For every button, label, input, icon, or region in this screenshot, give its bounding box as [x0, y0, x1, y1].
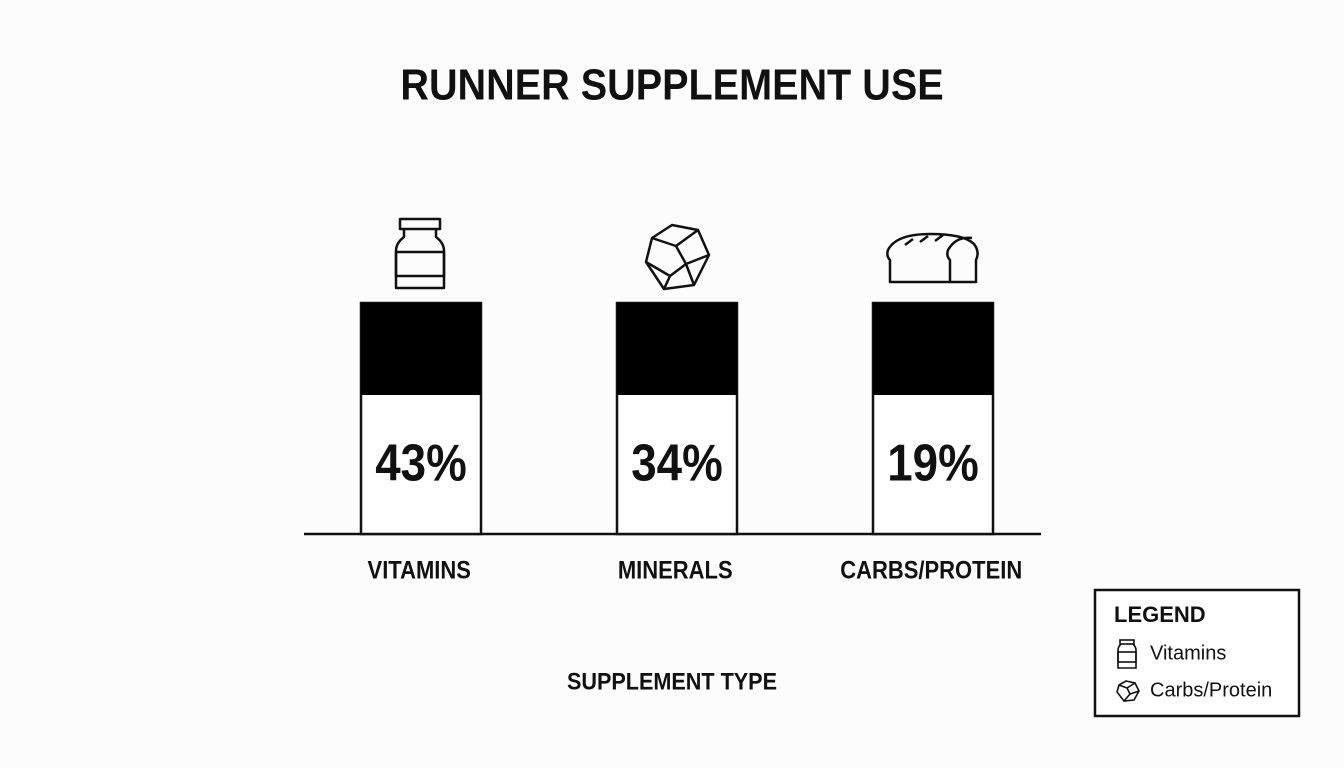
value-label: 43%: [375, 435, 467, 492]
x-tick-label: VITAMINS: [368, 556, 471, 584]
legend-entry: Carbs/Protein: [1150, 679, 1272, 701]
x-tick-label: CARBS/PROTEIN: [840, 556, 1022, 584]
bar-cap: [873, 303, 993, 395]
legend-mineral-icon: [1116, 680, 1140, 702]
value-label: 19%: [887, 435, 979, 492]
bread-icon: [886, 232, 979, 284]
mineral-icon: [644, 223, 711, 291]
legend-title: LEGEND: [1114, 602, 1206, 627]
vitamin-icon: [394, 217, 446, 290]
bar-cap: [617, 303, 737, 395]
bar-cap: [361, 303, 481, 395]
chart-title: RUNNER SUPPLEMENT USE: [400, 60, 943, 109]
value-label: 34%: [631, 435, 723, 492]
x-axis-label: SUPPLEMENT TYPE: [567, 667, 777, 694]
x-tick-label: MINERALS: [618, 556, 733, 584]
legend-entry: Vitamins: [1150, 642, 1226, 664]
legend-vitamin-icon: [1117, 639, 1137, 669]
